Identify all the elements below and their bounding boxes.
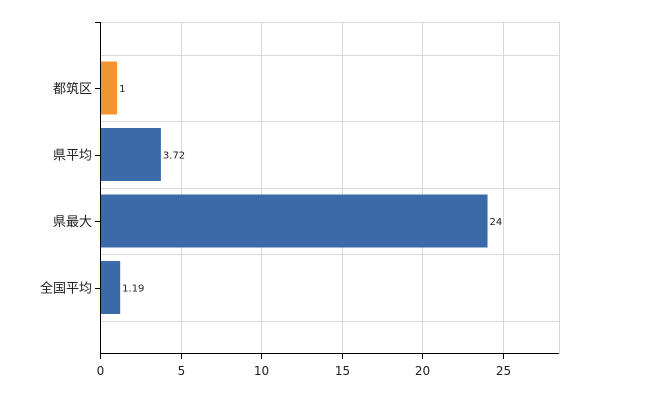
x-tick-label: 10 bbox=[254, 364, 269, 378]
bar bbox=[101, 61, 118, 115]
label-layer: 0 5 10 15 20 25 都筑区 1 県平均 3.72 県最大 24 全国平均 1.19 bbox=[40, 81, 511, 378]
bar-layer bbox=[101, 61, 488, 314]
category-label: 全国平均 bbox=[40, 281, 92, 297]
category-label: 県最大 bbox=[53, 215, 92, 230]
x-tick-label: 0 bbox=[97, 364, 105, 378]
bar bbox=[101, 261, 121, 314]
x-tick-label: 15 bbox=[335, 364, 350, 378]
x-tick-label: 25 bbox=[496, 364, 511, 378]
category-label: 県平均 bbox=[53, 149, 92, 164]
x-tick-label: 20 bbox=[415, 364, 430, 378]
data-label: 1.19 bbox=[122, 284, 144, 295]
axis-layer bbox=[95, 22, 559, 359]
data-label: 1 bbox=[119, 84, 125, 95]
category-label: 都筑区 bbox=[53, 81, 92, 97]
data-label: 3.72 bbox=[163, 151, 185, 162]
x-tick-label: 5 bbox=[178, 364, 186, 378]
bar bbox=[101, 194, 488, 248]
data-label: 24 bbox=[490, 217, 503, 228]
grid-layer bbox=[100, 22, 560, 354]
bar bbox=[101, 128, 161, 181]
